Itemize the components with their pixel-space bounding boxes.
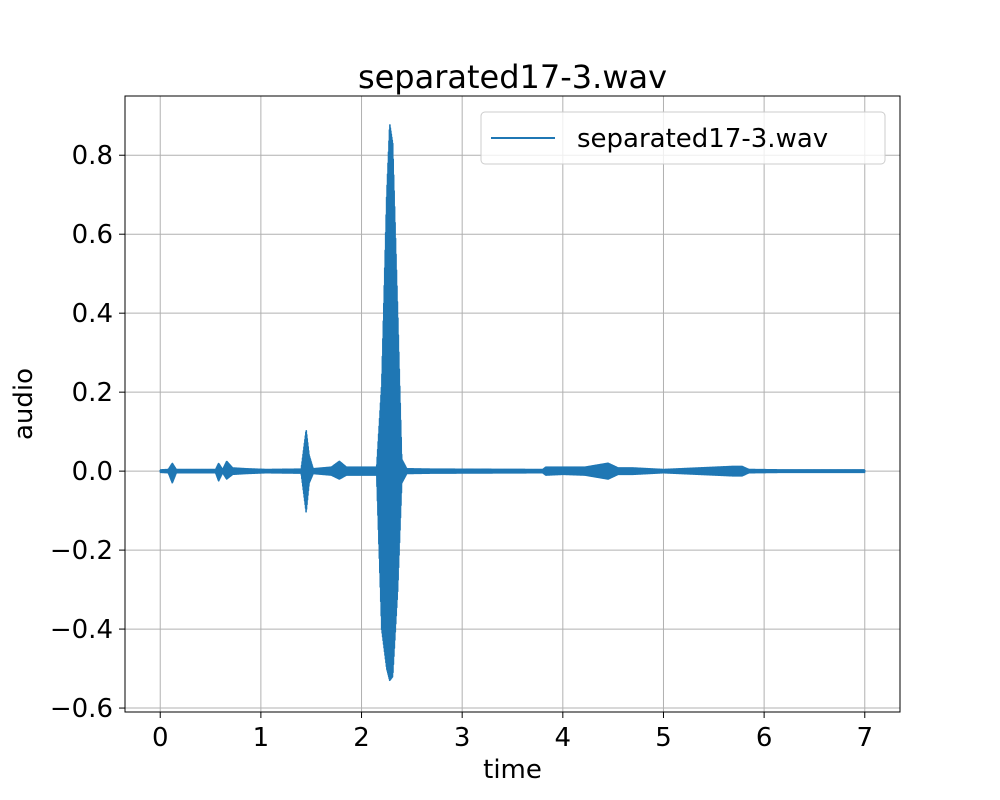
y-tick-label: 0.0 — [72, 457, 113, 487]
x-tick-label: 7 — [856, 723, 873, 753]
x-tick-label: 1 — [253, 723, 270, 753]
y-tick-label: 0.4 — [72, 299, 113, 329]
plot-frame — [124, 95, 901, 713]
y-tick-label: 0.6 — [72, 220, 113, 250]
waveform-series — [159, 124, 866, 682]
x-axis-ticks: 0 1 2 3 4 5 6 7 — [152, 712, 873, 753]
chart-title: separated17-3.wav — [358, 58, 667, 96]
legend-box — [480, 111, 886, 165]
y-tick-label: −0.6 — [50, 694, 113, 724]
x-axis-label: time — [483, 755, 542, 785]
legend: separated17-3.wav — [480, 111, 886, 165]
legend-label: separated17-3.wav — [577, 124, 828, 154]
y-axis-ticks: −0.6 −0.4 −0.2 0.0 0.2 0.4 0.6 0.8 — [50, 141, 125, 724]
grid-lines — [125, 96, 900, 712]
y-axis-label: audio — [9, 368, 39, 440]
y-tick-label: −0.2 — [50, 536, 113, 566]
y-tick-label: −0.4 — [50, 615, 113, 645]
x-tick-label: 2 — [353, 723, 370, 753]
y-tick-label: 0.8 — [72, 141, 113, 171]
x-tick-label: 3 — [454, 723, 471, 753]
y-tick-label: 0.2 — [72, 378, 113, 408]
x-tick-label: 5 — [655, 723, 672, 753]
x-tick-label: 6 — [756, 723, 773, 753]
waveform-line — [159, 124, 866, 682]
x-tick-label: 0 — [152, 723, 169, 753]
x-tick-label: 4 — [555, 723, 572, 753]
